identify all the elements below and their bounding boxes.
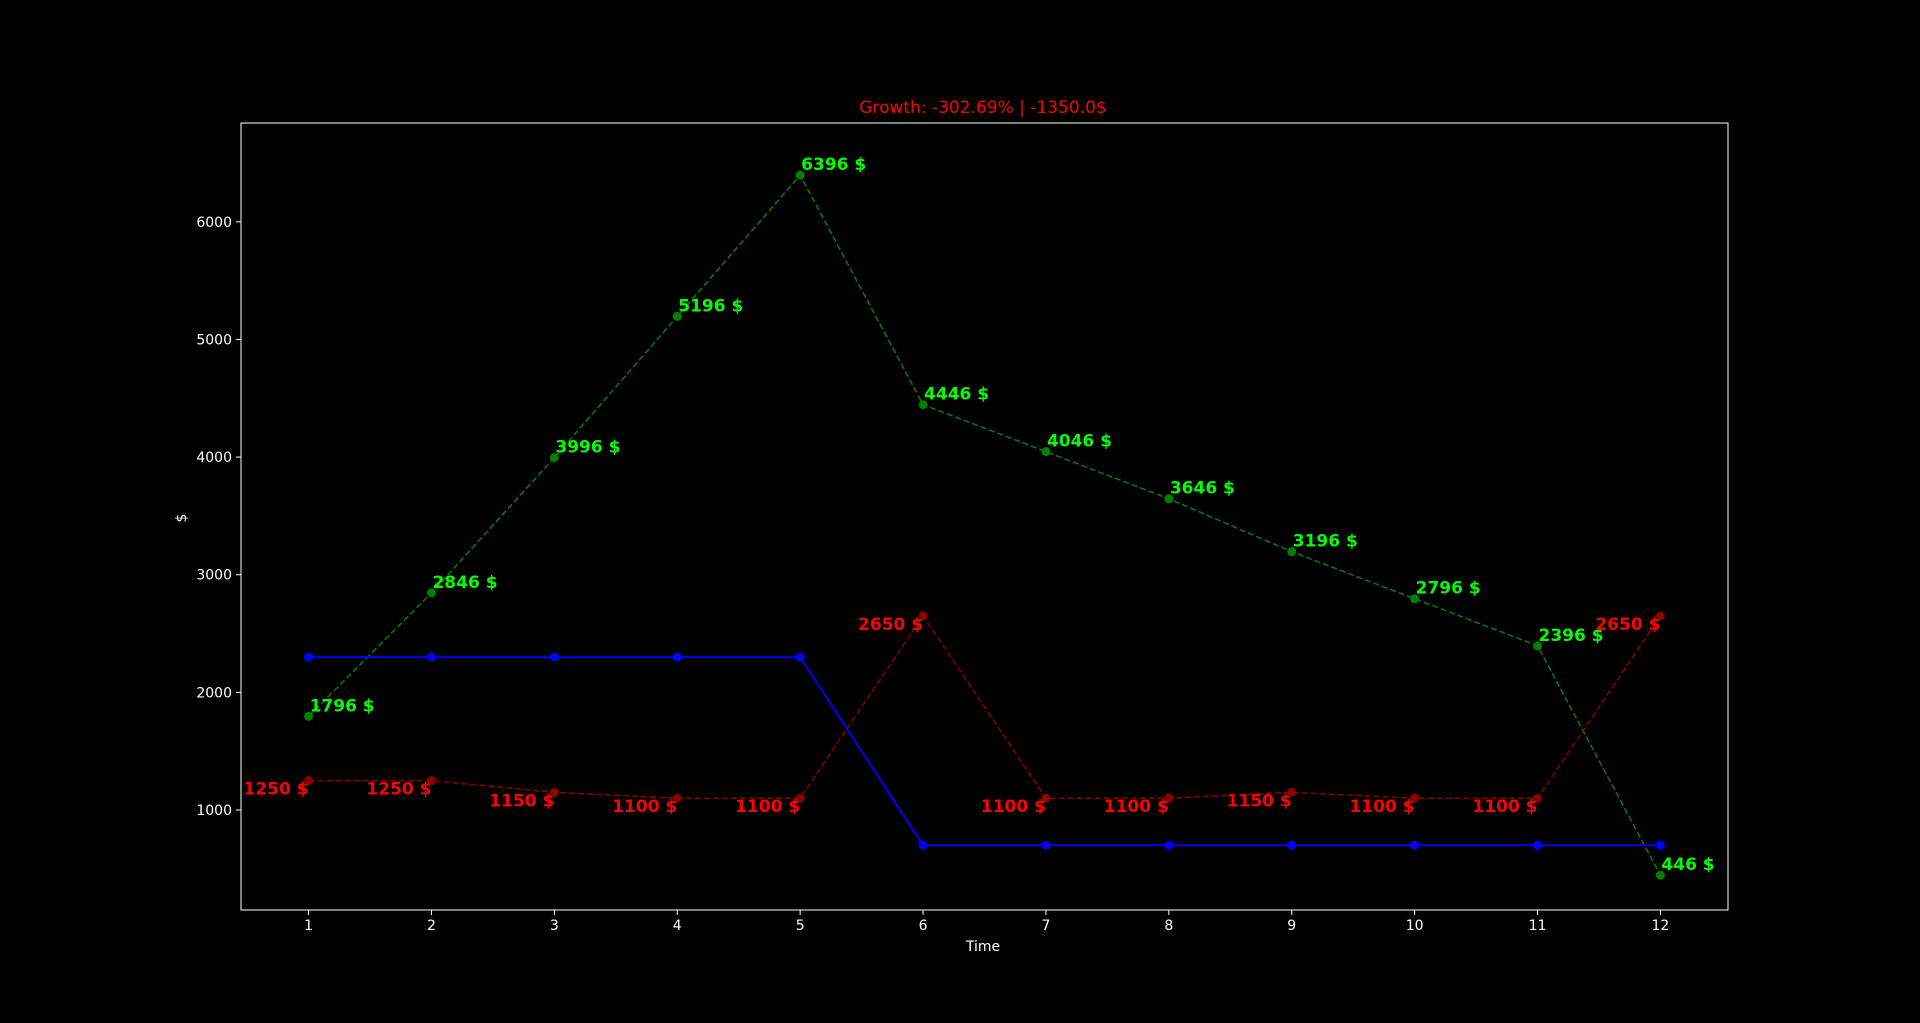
data-label-green: 2846 $	[432, 573, 497, 593]
data-point-green	[918, 400, 928, 410]
axes-frame	[240, 122, 1729, 911]
data-label-green: 6396 $	[801, 155, 866, 175]
data-point-blue	[1287, 840, 1297, 850]
data-point-green	[795, 170, 805, 180]
data-point-green	[549, 453, 559, 463]
data-point-blue	[1533, 840, 1543, 850]
data-point-blue	[1041, 840, 1051, 850]
data-label-green: 5196 $	[678, 296, 743, 316]
data-point-red	[1287, 787, 1297, 797]
series-line-blue	[308, 656, 1661, 847]
data-point-blue	[1164, 840, 1174, 850]
data-point-red	[549, 787, 559, 797]
data-point-blue	[918, 840, 928, 850]
series-line-red	[308, 614, 1662, 799]
y-tick-label: 5000	[196, 332, 232, 348]
data-label-green: 3996 $	[555, 438, 620, 458]
data-point-green	[1164, 494, 1174, 504]
data-point-green	[672, 311, 682, 321]
data-point-red	[1655, 611, 1665, 621]
data-point-green	[1655, 870, 1665, 880]
data-label-green: 446 $	[1661, 855, 1714, 875]
data-point-green	[1410, 594, 1420, 604]
x-tick-label: 5	[796, 918, 805, 934]
y-tick-label: 4000	[196, 450, 232, 466]
series-line-green	[308, 173, 1662, 876]
x-tick-label: 7	[1041, 918, 1050, 934]
data-label-red: 1250 $	[366, 780, 431, 800]
data-point-red	[1164, 793, 1174, 803]
data-point-green	[1533, 641, 1543, 651]
data-label-green: 3646 $	[1170, 479, 1235, 499]
x-tick-label: 3	[550, 918, 559, 934]
data-label-green: 4446 $	[924, 385, 989, 405]
data-label-red: 1100 $	[1350, 797, 1415, 817]
data-point-blue	[304, 652, 314, 662]
data-point-blue	[672, 652, 682, 662]
data-label-red: 1100 $	[735, 797, 800, 817]
data-point-red	[426, 776, 436, 786]
x-tick-label: 1	[304, 918, 313, 934]
x-tick-label: 12	[1651, 918, 1669, 934]
data-point-green	[1287, 547, 1297, 557]
data-label-red: 1100 $	[612, 797, 677, 817]
data-point-blue	[426, 652, 436, 662]
y-tick-label: 6000	[196, 215, 232, 231]
data-label-red: 1100 $	[1104, 797, 1169, 817]
data-point-red	[1041, 793, 1051, 803]
x-tick-label: 11	[1529, 918, 1547, 934]
data-point-green	[304, 711, 314, 721]
data-label-red: 1250 $	[244, 780, 309, 800]
data-label-red: 1100 $	[1472, 797, 1537, 817]
y-axis-label: $	[174, 514, 190, 523]
data-label-red: 1150 $	[1227, 791, 1292, 811]
data-label-red: 2650 $	[1595, 615, 1660, 635]
data-label-green: 1796 $	[310, 696, 375, 716]
x-tick-label: 8	[1164, 918, 1173, 934]
data-label-red: 1150 $	[489, 791, 554, 811]
data-point-green	[1041, 447, 1051, 457]
data-point-red	[795, 793, 805, 803]
x-axis-label: Time	[965, 939, 1000, 955]
data-point-green	[426, 588, 436, 598]
x-tick-label: 10	[1406, 918, 1424, 934]
data-label-red: 1100 $	[981, 797, 1046, 817]
chart-title: Growth: -302.69% | -1350.0$	[859, 98, 1106, 118]
data-point-red	[304, 776, 314, 786]
data-label-red: 2650 $	[858, 615, 923, 635]
x-tick-label: 9	[1287, 918, 1296, 934]
data-point-red	[918, 611, 928, 621]
data-label-green: 2396 $	[1539, 626, 1604, 646]
data-point-blue	[549, 652, 559, 662]
data-point-red	[672, 793, 682, 803]
data-label-green: 4046 $	[1047, 432, 1112, 452]
y-tick-label: 3000	[196, 568, 232, 584]
x-tick-label: 2	[427, 918, 436, 934]
y-tick-label: 1000	[196, 803, 232, 819]
data-point-blue	[795, 652, 805, 662]
data-point-blue	[1655, 840, 1665, 850]
data-point-red	[1533, 793, 1543, 803]
data-point-blue	[1410, 840, 1420, 850]
data-label-green: 2796 $	[1416, 579, 1481, 599]
data-label-green: 3196 $	[1293, 532, 1358, 552]
plot-area: 1 2 3 4 5 6 7 8 9 10 11 121000200030004000500060001…	[196, 122, 1729, 934]
x-tick-label: 6	[919, 918, 928, 934]
data-point-red	[1410, 793, 1420, 803]
x-tick-label: 4	[673, 918, 682, 934]
y-tick-label: 2000	[196, 685, 232, 701]
